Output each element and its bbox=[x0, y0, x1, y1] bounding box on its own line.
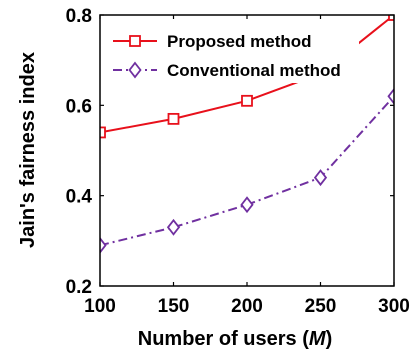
y-axis-title: Jain's fairness index bbox=[17, 52, 39, 248]
x-axis-title-end: ) bbox=[326, 328, 333, 350]
y-tick-label: 0.6 bbox=[66, 96, 92, 117]
x-tick-label: 100 bbox=[84, 296, 116, 317]
series-2-point bbox=[166, 218, 181, 236]
legend-marker-1 bbox=[129, 35, 141, 47]
x-tick-label: 300 bbox=[378, 296, 410, 317]
series-2-point bbox=[100, 236, 107, 254]
series-line-2 bbox=[100, 95, 394, 247]
legend-label-2: Conventional method bbox=[167, 61, 341, 80]
series-2-point bbox=[240, 196, 254, 214]
series-1-point bbox=[388, 15, 394, 21]
legend-label-1: Proposed method bbox=[167, 32, 312, 51]
series-1-point bbox=[167, 112, 180, 125]
x-axis-title-main: Number of users ( bbox=[138, 328, 309, 350]
series-2-point bbox=[313, 169, 328, 187]
y-tick-label: 0.8 bbox=[66, 6, 92, 27]
legend-marker-2 bbox=[128, 61, 142, 79]
x-tick-label: 150 bbox=[158, 296, 190, 317]
y-tick-label: 0.4 bbox=[66, 187, 93, 208]
axis-ticks: 100 150 200 250 300 0.2 0.4 0.6 0.8 bbox=[66, 6, 410, 317]
legend-background bbox=[109, 27, 359, 83]
legend: Proposed method Conventional method bbox=[109, 27, 359, 83]
series-1-point bbox=[100, 126, 106, 139]
x-tick-label: 200 bbox=[231, 296, 263, 317]
series-1-point bbox=[241, 94, 253, 107]
y-tick-label: 0.2 bbox=[66, 277, 92, 298]
x-axis-title-variable: M bbox=[309, 328, 327, 350]
x-tick-label: 250 bbox=[305, 296, 337, 317]
x-axis-title: Number of users (M) bbox=[138, 328, 333, 350]
series-2-point bbox=[387, 87, 394, 105]
